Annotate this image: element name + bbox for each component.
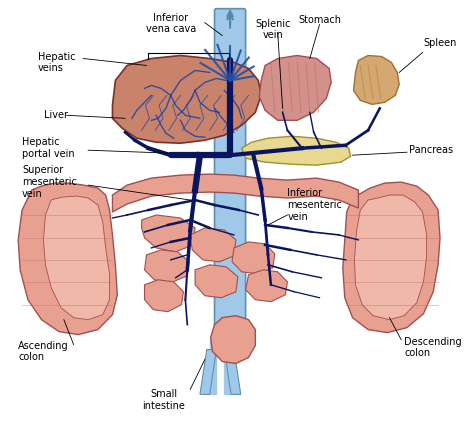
Polygon shape: [190, 228, 236, 262]
Polygon shape: [18, 183, 118, 335]
Polygon shape: [210, 315, 255, 363]
Text: Splenic
vein: Splenic vein: [255, 19, 291, 40]
Text: Ascending
colon: Ascending colon: [18, 341, 69, 363]
Text: Pancreas: Pancreas: [409, 145, 453, 155]
Polygon shape: [224, 349, 241, 394]
Polygon shape: [210, 340, 217, 394]
Polygon shape: [259, 56, 331, 120]
Polygon shape: [44, 196, 109, 320]
Polygon shape: [242, 136, 351, 165]
Text: Superior
mesenteric
vein: Superior mesenteric vein: [22, 165, 77, 199]
Text: Inferior
vena cava: Inferior vena cava: [146, 13, 196, 34]
Polygon shape: [343, 182, 440, 332]
Polygon shape: [195, 265, 238, 298]
Polygon shape: [246, 270, 287, 302]
Polygon shape: [112, 174, 358, 212]
Polygon shape: [355, 195, 427, 320]
Polygon shape: [354, 56, 399, 104]
Text: Liver: Liver: [45, 110, 68, 120]
Polygon shape: [200, 349, 217, 394]
FancyBboxPatch shape: [215, 8, 246, 351]
Text: Inferior
mesenteric
vein: Inferior mesenteric vein: [287, 188, 342, 222]
Text: Spleen: Spleen: [423, 38, 457, 47]
Polygon shape: [112, 56, 261, 143]
Text: Hepatic
veins: Hepatic veins: [37, 52, 75, 73]
Polygon shape: [232, 242, 275, 274]
Text: Small
intestine: Small intestine: [143, 389, 185, 411]
Polygon shape: [145, 280, 183, 312]
Text: Stomach: Stomach: [298, 15, 341, 25]
Text: Descending
colon: Descending colon: [404, 337, 462, 358]
Polygon shape: [145, 250, 189, 283]
Polygon shape: [142, 215, 195, 252]
Polygon shape: [224, 340, 231, 394]
Text: Hepatic
portal vein: Hepatic portal vein: [22, 137, 75, 159]
